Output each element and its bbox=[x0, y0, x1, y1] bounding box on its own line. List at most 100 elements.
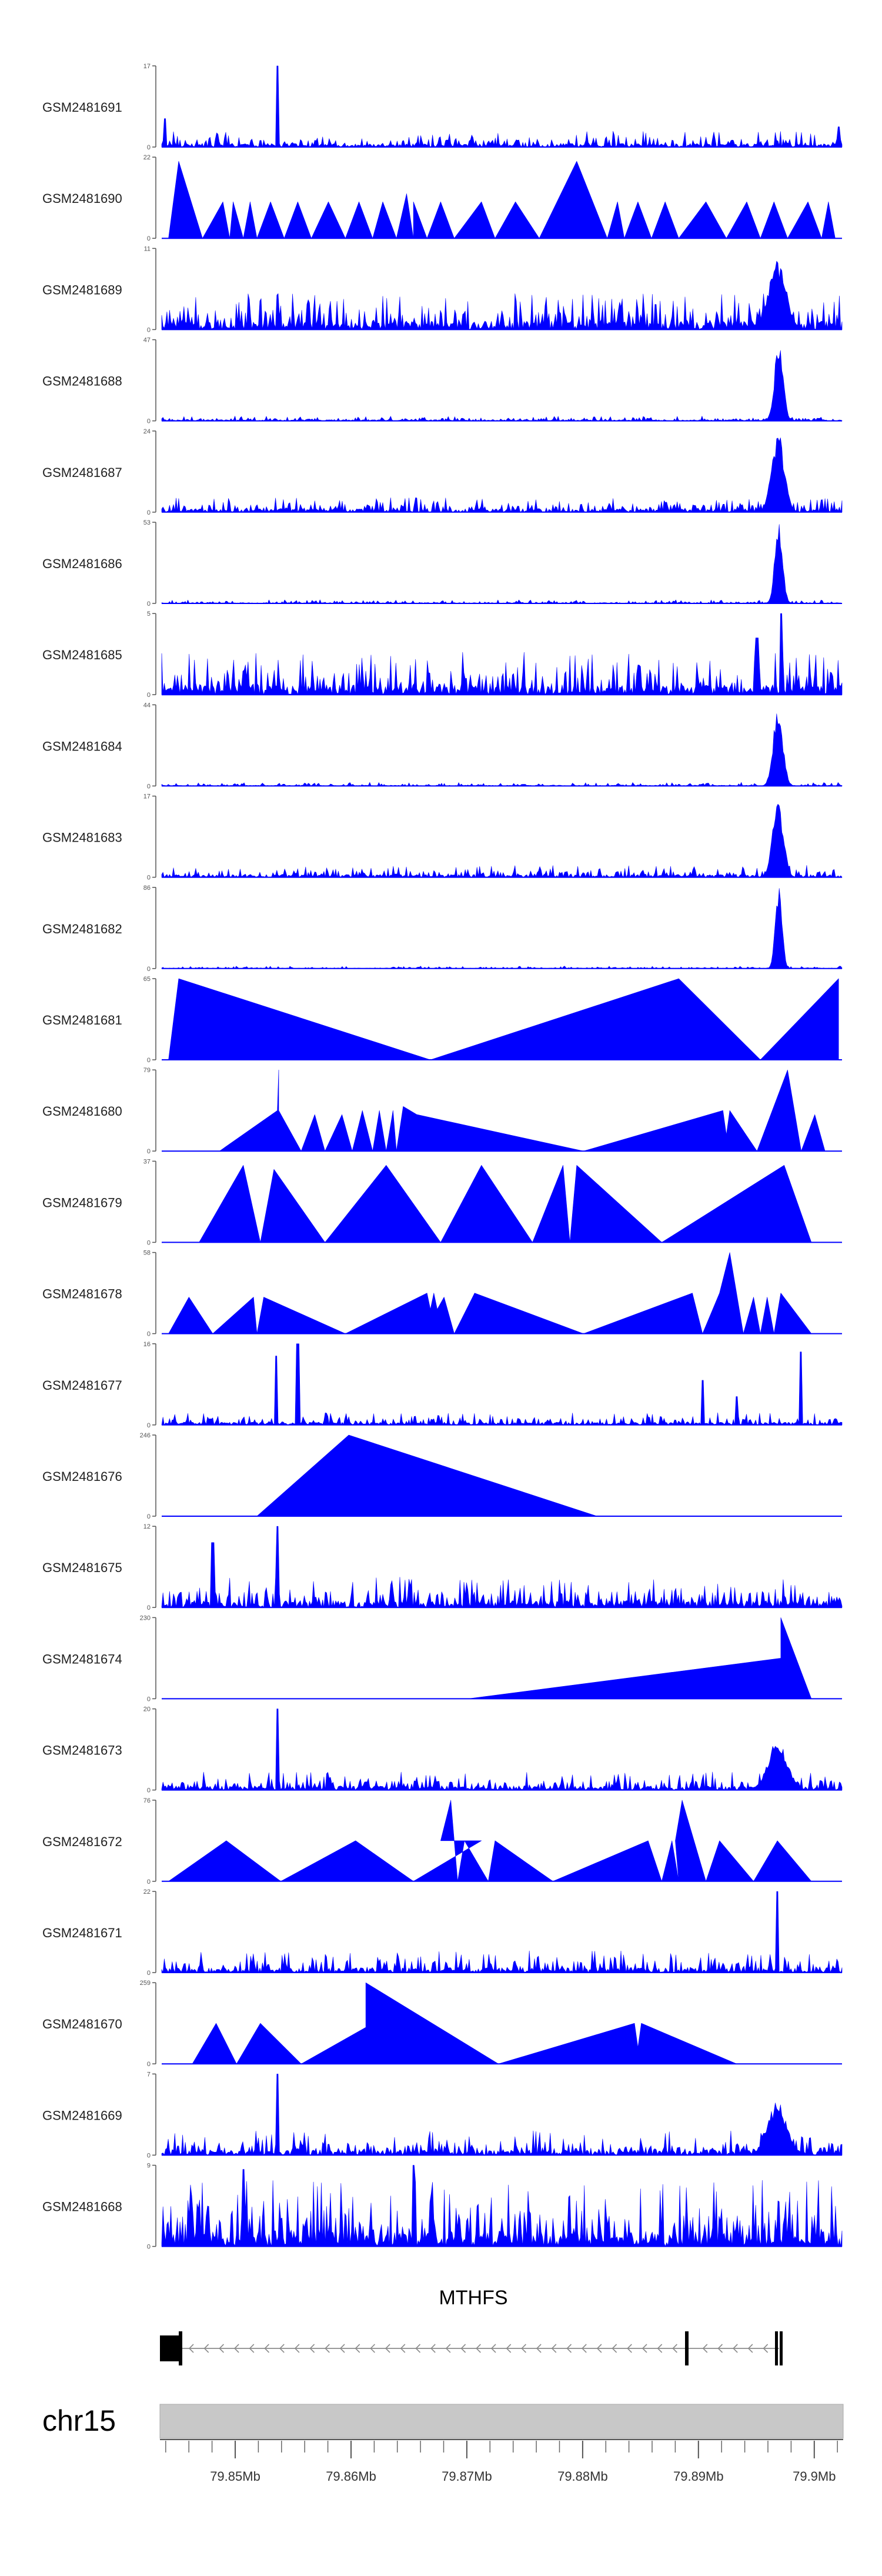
x-tick-label: 79.86Mb bbox=[326, 2469, 376, 2484]
track-GSM2481679: GSM2481679 37 0 bbox=[42, 1158, 842, 1246]
coverage-area bbox=[467, 1617, 812, 1699]
coverage-area bbox=[161, 2165, 843, 2247]
y-max-label: 5 bbox=[147, 610, 151, 618]
track-GSM2481687: GSM2481687 24 0 bbox=[42, 428, 843, 516]
coverage-area bbox=[161, 524, 843, 604]
y-max-label: 47 bbox=[143, 337, 151, 344]
y-max-label: 16 bbox=[143, 1341, 151, 1348]
coverage-area bbox=[161, 261, 843, 330]
y-max-label: 20 bbox=[143, 1706, 151, 1713]
track-label: GSM2481685 bbox=[42, 648, 122, 662]
y-zero-label: 0 bbox=[147, 966, 151, 973]
track-GSM2481689: GSM2481689 11 0 bbox=[42, 245, 843, 333]
coverage-area bbox=[168, 1800, 812, 1882]
y-zero-label: 0 bbox=[147, 1513, 151, 1520]
strand-arrow-icon bbox=[490, 2344, 496, 2353]
y-zero-label: 0 bbox=[147, 418, 151, 425]
track-GSM2481669: GSM2481669 7 0 bbox=[42, 2071, 843, 2159]
y-max-label: 79 bbox=[143, 1067, 151, 1074]
strand-arrow-icon bbox=[582, 2344, 587, 2353]
y-zero-label: 0 bbox=[147, 1057, 151, 1064]
y-max-label: 246 bbox=[140, 1432, 151, 1439]
x-axis-minor-ticks bbox=[165, 2441, 838, 2452]
y-zero-label: 0 bbox=[147, 509, 151, 516]
track-label: GSM2481688 bbox=[42, 374, 122, 389]
y-max-label: 9 bbox=[147, 2163, 151, 2170]
y-max-label: 259 bbox=[140, 1980, 151, 1987]
strand-arrow-icon bbox=[400, 2344, 406, 2353]
y-zero-label: 0 bbox=[147, 1878, 151, 1886]
y-zero-label: 0 bbox=[147, 1696, 151, 1703]
coverage-area bbox=[161, 888, 843, 969]
y-zero-label: 0 bbox=[147, 1787, 151, 1794]
track-label: GSM2481678 bbox=[42, 1287, 122, 1302]
strand-arrow-icon bbox=[355, 2344, 360, 2353]
y-zero-label: 0 bbox=[147, 2244, 151, 2251]
strand-arrows bbox=[188, 2344, 769, 2353]
track-GSM2481676: GSM2481676 246 0 bbox=[42, 1432, 842, 1520]
strand-arrow-icon bbox=[203, 2344, 209, 2353]
track-label: GSM2481674 bbox=[42, 1651, 122, 1666]
y-zero-label: 0 bbox=[147, 235, 151, 242]
strand-arrow-icon bbox=[219, 2344, 224, 2353]
strand-arrow-icon bbox=[460, 2344, 466, 2353]
track-label: GSM2481677 bbox=[42, 1378, 122, 1393]
coverage-area bbox=[168, 161, 836, 239]
track-label: GSM2481684 bbox=[42, 739, 122, 753]
coverage-area bbox=[161, 350, 843, 421]
track-label: GSM2481671 bbox=[42, 1926, 122, 1940]
strand-arrow-icon bbox=[445, 2344, 451, 2353]
y-zero-label: 0 bbox=[147, 1422, 151, 1429]
y-zero-label: 0 bbox=[147, 2152, 151, 2159]
y-max-label: 7 bbox=[147, 2071, 151, 2078]
track-label: GSM2481679 bbox=[42, 1195, 122, 1210]
gene-track: MTHFS bbox=[160, 2287, 783, 2365]
coverage-area bbox=[161, 1526, 843, 1608]
strand-arrow-icon bbox=[430, 2344, 436, 2353]
y-max-label: 65 bbox=[143, 976, 151, 983]
gene-exon-block bbox=[160, 2335, 180, 2361]
strand-arrow-icon bbox=[566, 2344, 572, 2353]
track-GSM2481672: GSM2481672 76 0 bbox=[42, 1797, 842, 1886]
y-max-label: 17 bbox=[143, 63, 151, 70]
y-max-label: 76 bbox=[143, 1797, 151, 1804]
track-label: GSM2481676 bbox=[42, 1469, 122, 1484]
track-GSM2481688: GSM2481688 47 0 bbox=[42, 337, 843, 425]
strand-arrow-icon bbox=[233, 2344, 239, 2353]
y-zero-label: 0 bbox=[147, 600, 151, 608]
y-max-label: 22 bbox=[143, 1888, 151, 1896]
track-label: GSM2481689 bbox=[42, 282, 122, 297]
track-GSM2481674: GSM2481674 230 0 bbox=[42, 1614, 842, 1703]
y-max-label: 37 bbox=[143, 1158, 151, 1165]
gene-exon bbox=[780, 2331, 783, 2365]
track-label: GSM2481681 bbox=[42, 1013, 122, 1027]
strand-arrow-icon bbox=[476, 2344, 481, 2353]
coverage-area bbox=[161, 2074, 843, 2155]
strand-arrow-icon bbox=[612, 2344, 617, 2353]
gene-exon bbox=[775, 2331, 778, 2365]
x-tick-label: 79.87Mb bbox=[442, 2469, 492, 2484]
coverage-area bbox=[161, 438, 843, 513]
track-GSM2481678: GSM2481678 58 0 bbox=[42, 1250, 842, 1338]
strand-arrow-icon bbox=[521, 2344, 526, 2353]
track-GSM2481677: GSM2481677 16 0 bbox=[42, 1341, 843, 1429]
x-tick-label: 79.89Mb bbox=[673, 2469, 724, 2484]
track-GSM2481673: GSM2481673 20 0 bbox=[42, 1706, 843, 1794]
strand-arrow-icon bbox=[596, 2344, 602, 2353]
strand-arrow-icon bbox=[279, 2344, 285, 2353]
y-max-label: 44 bbox=[143, 702, 151, 709]
y-max-label: 17 bbox=[143, 793, 151, 800]
strand-arrow-icon bbox=[415, 2344, 421, 2353]
track-GSM2481680: GSM2481680 79 0 bbox=[42, 1067, 842, 1155]
y-zero-label: 0 bbox=[147, 1148, 151, 1155]
coverage-area bbox=[161, 1343, 843, 1426]
coverage-area bbox=[161, 613, 843, 695]
strand-arrow-icon bbox=[325, 2344, 330, 2353]
y-zero-label: 0 bbox=[147, 1604, 151, 1611]
strand-arrow-icon bbox=[627, 2344, 632, 2353]
strand-arrow-icon bbox=[188, 2344, 194, 2353]
track-label: GSM2481673 bbox=[42, 1743, 122, 1758]
y-max-label: 86 bbox=[143, 885, 151, 892]
strand-arrow-icon bbox=[733, 2344, 738, 2353]
y-zero-label: 0 bbox=[147, 692, 151, 699]
